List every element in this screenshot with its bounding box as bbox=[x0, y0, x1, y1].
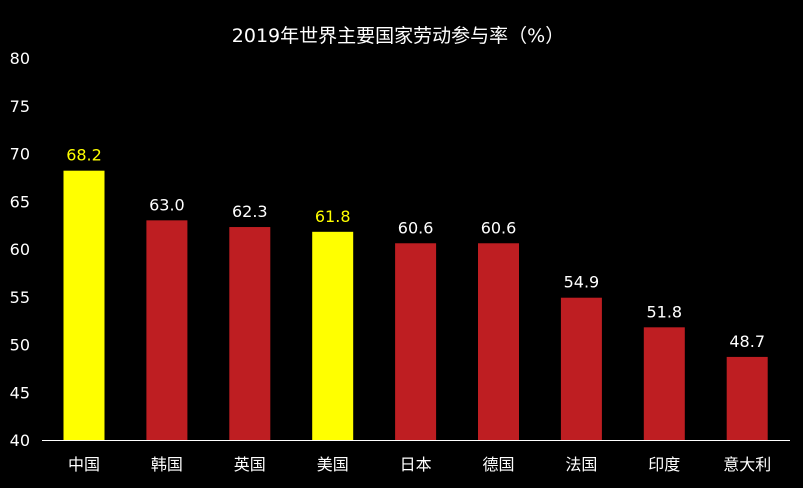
data-label: 62.3 bbox=[232, 202, 268, 221]
bar-4 bbox=[395, 243, 437, 440]
bar-8 bbox=[726, 356, 768, 440]
bar-3 bbox=[312, 231, 354, 440]
bar-2 bbox=[229, 227, 271, 440]
bar-6 bbox=[560, 297, 602, 440]
x-tick-label: 日本 bbox=[400, 455, 432, 474]
y-tick-label: 80 bbox=[10, 49, 30, 68]
x-tick-label: 美国 bbox=[317, 455, 349, 474]
bar-0 bbox=[63, 170, 105, 440]
bar-5 bbox=[478, 243, 519, 440]
y-tick-label: 60 bbox=[10, 240, 30, 259]
chart-title: 2019年世界主要国家劳动参与率（%） bbox=[232, 25, 564, 47]
data-label: 54.9 bbox=[564, 273, 600, 292]
value-labels: 68.2 63.0 62.3 61.8 60.6 60.6 54.9 51.8 48.7 bbox=[66, 146, 765, 351]
data-label: 48.7 bbox=[729, 332, 765, 351]
x-tick-label: 德国 bbox=[482, 455, 514, 474]
x-tick-label: 印度 bbox=[648, 455, 680, 474]
y-tick-label: 75 bbox=[10, 97, 30, 116]
y-tick-label: 45 bbox=[10, 383, 30, 402]
y-axis: 40 45 50 55 60 65 70 75 80 bbox=[10, 49, 30, 450]
x-tick-label: 意大利 bbox=[723, 455, 771, 474]
x-tick-label: 英国 bbox=[234, 455, 266, 474]
data-label: 60.6 bbox=[481, 218, 517, 237]
data-label: 60.6 bbox=[398, 218, 434, 237]
x-tick-label: 中国 bbox=[68, 455, 100, 474]
y-tick-label: 55 bbox=[10, 288, 30, 307]
y-tick-label: 70 bbox=[10, 145, 30, 164]
data-label: 61.8 bbox=[315, 207, 351, 226]
x-tick-label: 韩国 bbox=[151, 455, 183, 474]
y-tick-label: 50 bbox=[10, 336, 30, 355]
x-axis: 中国 韩国 英国 美国 日本 德国 法国 印度 意大利 bbox=[42, 440, 790, 474]
bar-1 bbox=[146, 220, 188, 440]
y-tick-label: 40 bbox=[10, 431, 30, 450]
bar-7 bbox=[643, 327, 685, 440]
y-tick-label: 65 bbox=[10, 192, 30, 211]
x-tick-label: 法国 bbox=[565, 455, 597, 474]
data-label: 68.2 bbox=[66, 146, 102, 165]
bar-series bbox=[63, 170, 768, 440]
data-label: 51.8 bbox=[646, 302, 682, 321]
data-label: 63.0 bbox=[149, 195, 185, 214]
